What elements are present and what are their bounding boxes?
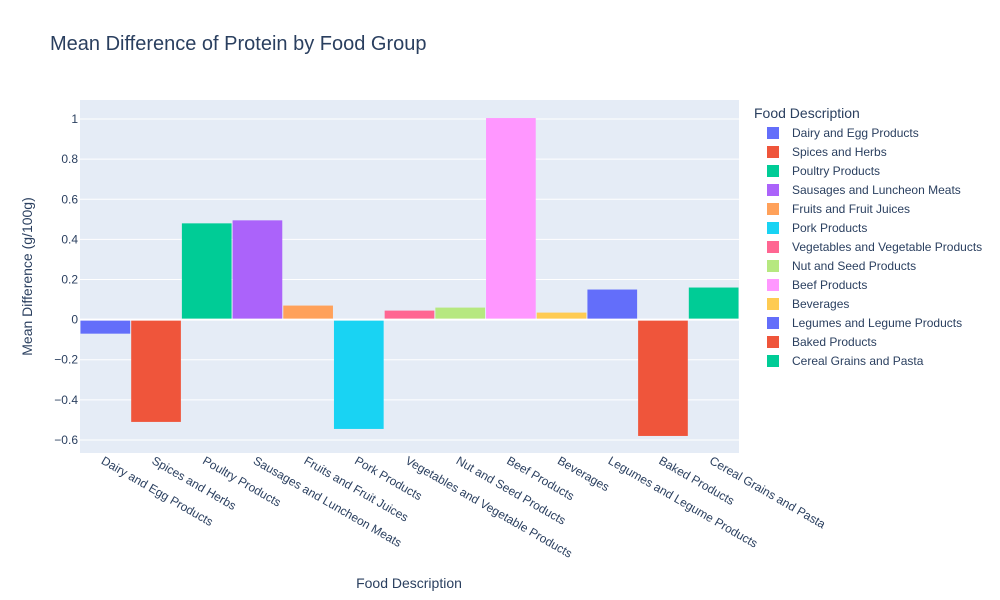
legend-item-label[interactable]: Poultry Products xyxy=(792,164,880,178)
legend-swatch[interactable] xyxy=(767,184,779,196)
legend-item-label[interactable]: Legumes and Legume Products xyxy=(792,316,962,330)
bar-11 xyxy=(638,319,688,436)
legend-swatch[interactable] xyxy=(767,336,779,348)
bar-6 xyxy=(384,310,435,320)
legend-swatch[interactable] xyxy=(767,279,779,291)
bar-8 xyxy=(486,118,536,320)
legend-swatch[interactable] xyxy=(767,127,779,139)
legend-item-label[interactable]: Fruits and Fruit Juices xyxy=(792,202,910,216)
chart-title: Mean Difference of Protein by Food Group xyxy=(50,33,427,55)
y-tick-label: 0 xyxy=(71,313,78,327)
bars xyxy=(80,118,739,436)
y-axis-ticks: −0.6 −0.4 −0.2 0 0.2 0.4 0.6 0.8 1 xyxy=(54,112,78,447)
legend-item-label[interactable]: Beverages xyxy=(792,297,849,311)
bar-2 xyxy=(181,223,232,320)
bar-10 xyxy=(587,289,638,320)
y-axis-title: Mean Difference (g/100g) xyxy=(19,197,35,356)
legend-item-label[interactable]: Spices and Herbs xyxy=(792,145,887,159)
bar-1 xyxy=(131,319,181,422)
legend-item-label[interactable]: Dairy and Egg Products xyxy=(792,126,919,140)
y-tick-label: −0.6 xyxy=(54,433,78,447)
legend-item-label[interactable]: Nut and Seed Products xyxy=(792,259,916,273)
legend-swatch[interactable] xyxy=(767,203,779,215)
y-tick-label: −0.2 xyxy=(54,353,78,367)
bar-12 xyxy=(688,287,739,320)
legend-swatch[interactable] xyxy=(767,355,779,367)
legend-swatch[interactable] xyxy=(767,165,779,177)
y-tick-label: 0.4 xyxy=(61,232,78,246)
legend-item-label[interactable]: Sausages and Luncheon Meats xyxy=(792,183,961,197)
y-tick-label: 0.2 xyxy=(61,273,78,287)
bar-7 xyxy=(435,307,486,320)
legend-swatch[interactable] xyxy=(767,146,779,158)
legend-swatch[interactable] xyxy=(767,298,779,310)
bar-4 xyxy=(283,305,333,320)
legend-item-label[interactable]: Baked Products xyxy=(792,335,877,349)
y-tick-label: 0.8 xyxy=(61,152,78,166)
legend-swatch[interactable] xyxy=(767,317,779,329)
bar-5 xyxy=(333,319,384,429)
y-tick-label: 0.6 xyxy=(61,192,78,206)
legend-swatch[interactable] xyxy=(767,241,779,253)
legend-item-label[interactable]: Beef Products xyxy=(792,278,867,292)
legend-swatch[interactable] xyxy=(767,222,779,234)
y-tick-label: −0.4 xyxy=(54,393,78,407)
legend-item-label[interactable]: Pork Products xyxy=(792,221,867,235)
legend: Food Description Dairy and Egg Products S… xyxy=(754,105,982,368)
y-tick-label: 1 xyxy=(71,112,78,126)
legend-item-label[interactable]: Cereal Grains and Pasta xyxy=(792,354,924,368)
legend-swatch[interactable] xyxy=(767,260,779,272)
legend-item-label[interactable]: Vegetables and Vegetable Products xyxy=(792,240,982,254)
legend-title: Food Description xyxy=(754,105,860,121)
bar-9 xyxy=(536,312,587,320)
x-axis-title: Food Description xyxy=(356,575,462,591)
bar-0 xyxy=(80,319,131,334)
bar-3 xyxy=(232,220,283,320)
